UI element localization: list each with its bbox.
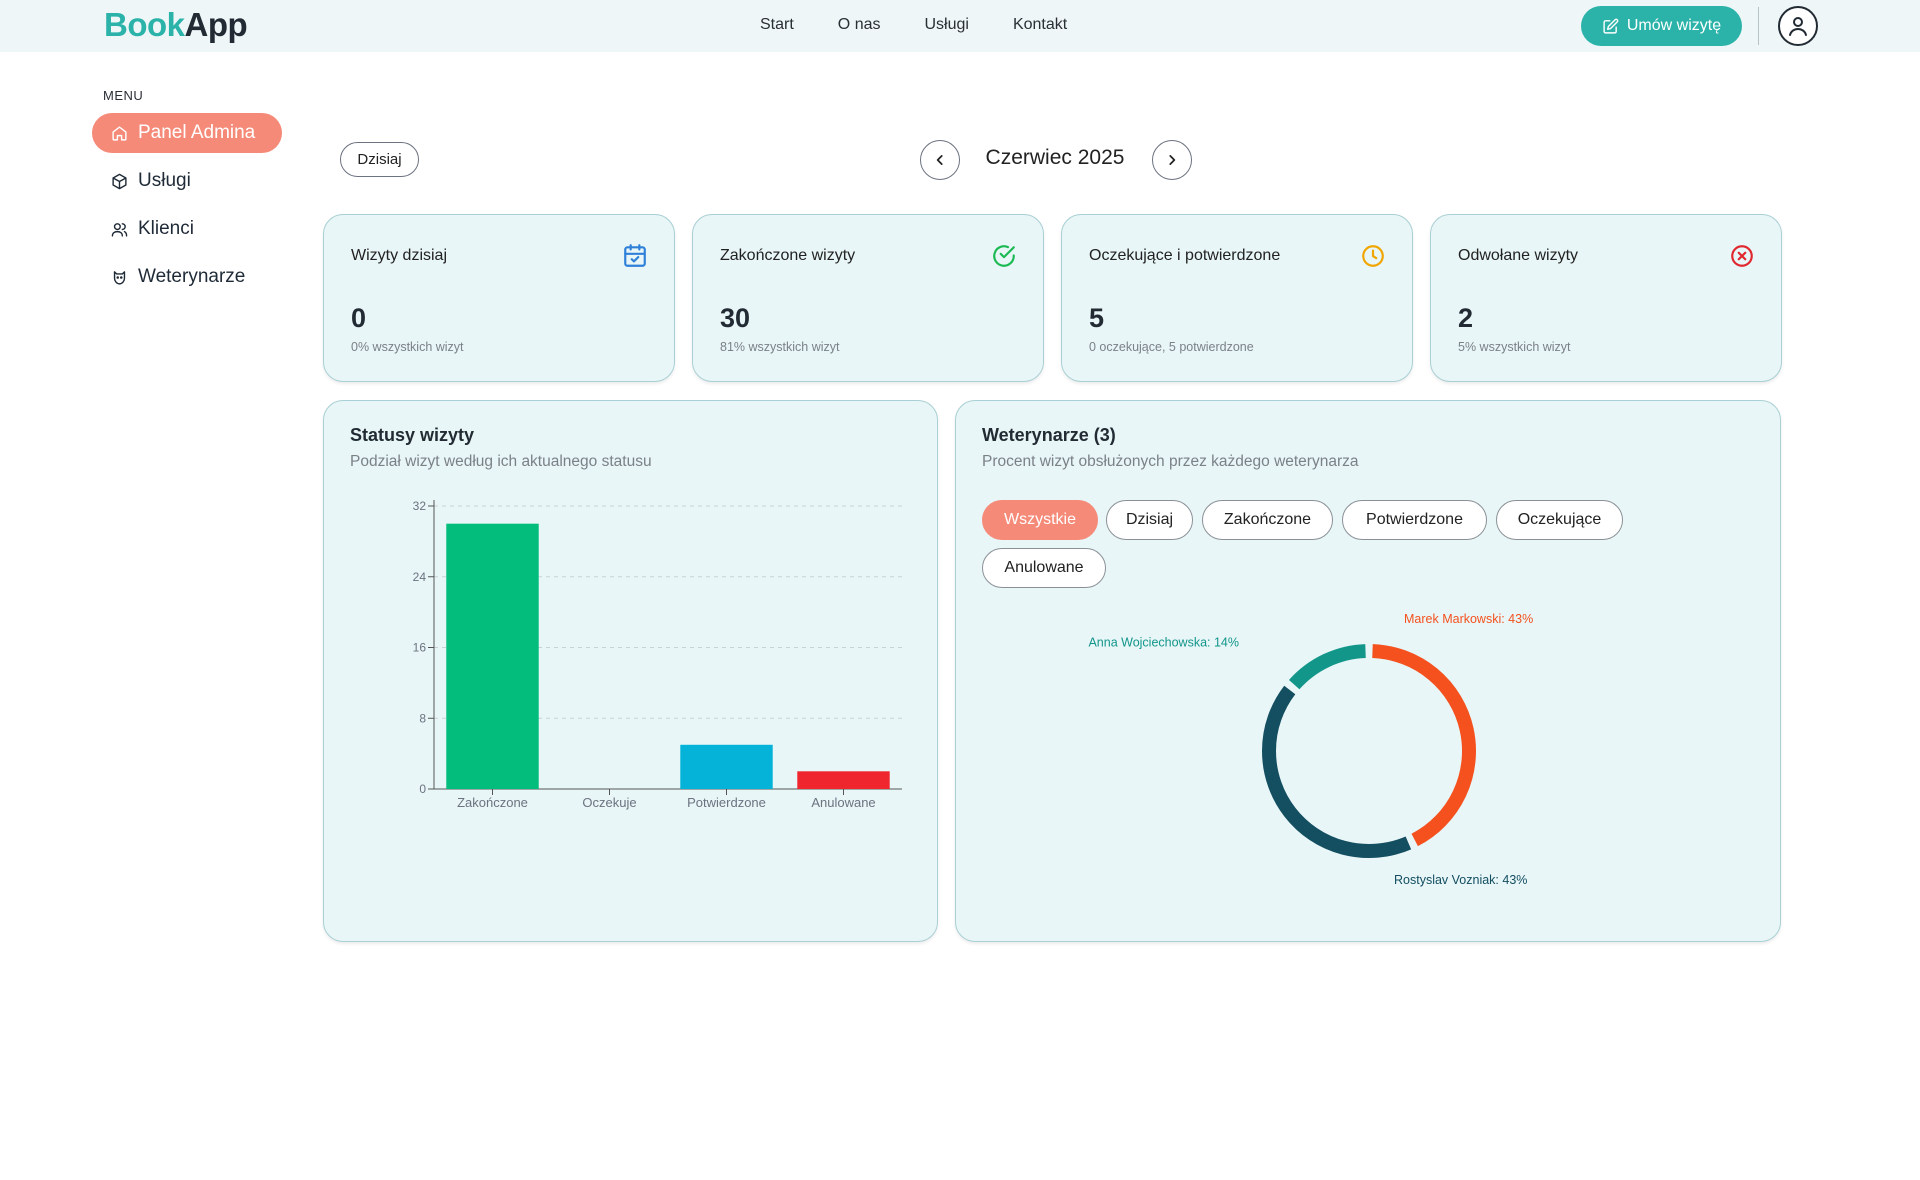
- book-appointment-label: Umów wizytę: [1626, 17, 1722, 34]
- stat-title: Zakończone wizyty: [720, 247, 856, 264]
- stat-value: 30: [720, 303, 751, 333]
- box-icon: [112, 173, 127, 189]
- status-panel-title: Statusy wizyty: [350, 425, 475, 445]
- sidebar-item-label: Klienci: [138, 218, 194, 239]
- sidebar-item-label: Weterynarze: [138, 266, 246, 287]
- stat-value: 5: [1089, 303, 1105, 333]
- stat-subtitle: 5% wszystkich wizyt: [1458, 340, 1571, 354]
- next-month-button[interactable]: [1152, 140, 1192, 180]
- users-icon: [111, 222, 128, 237]
- filter-today[interactable]: Dzisiaj: [1106, 500, 1193, 540]
- stat-subtitle: 0 oczekujące, 5 potwierdzone: [1089, 340, 1254, 354]
- stat-card-today: Wizyty dzisiaj 0 0% wszystkich wizyt: [323, 214, 675, 382]
- y-tick-label: 32: [413, 499, 427, 513]
- prev-month-button[interactable]: [920, 140, 960, 180]
- y-tick-label: 0: [419, 782, 426, 796]
- nav-o-nas[interactable]: O nas: [837, 16, 881, 33]
- pet-icon: [113, 270, 126, 285]
- sidebar-item-label: Panel Admina: [138, 122, 256, 143]
- bar[interactable]: [446, 523, 539, 789]
- vets-panel-title: Weterynarze (3): [982, 425, 1116, 445]
- chevron-right-icon: [1169, 155, 1176, 165]
- stat-title: Odwołane wizyty: [1458, 247, 1579, 264]
- filter-completed[interactable]: Zakończone: [1202, 500, 1333, 540]
- stat-subtitle: 0% wszystkich wizyt: [351, 340, 464, 354]
- x-circle-icon: [1731, 245, 1753, 267]
- stat-value: 0: [351, 303, 367, 333]
- edit-icon: [1603, 18, 1619, 34]
- donut-label: Marek Markowski: 43%: [1404, 612, 1533, 626]
- calendar-check-icon: [624, 244, 646, 267]
- x-tick-label: Oczekuje: [582, 795, 636, 810]
- nav-start[interactable]: Start: [760, 16, 794, 33]
- y-tick-label: 24: [413, 570, 427, 584]
- book-appointment-button[interactable]: Umów wizytę: [1581, 6, 1742, 46]
- filter-pending[interactable]: Oczekujące: [1496, 500, 1623, 540]
- menu-label: MENU: [103, 88, 144, 103]
- stat-subtitle: 81% wszystkich wizyt: [720, 340, 840, 354]
- y-tick-label: 8: [419, 711, 426, 725]
- bar[interactable]: [797, 771, 890, 789]
- check-circle-icon: [993, 245, 1015, 267]
- filter-confirmed[interactable]: Potwierdzone: [1342, 500, 1487, 540]
- status-panel: Statusy wizyty Podział wizyt według ich …: [323, 400, 938, 942]
- stat-card-completed: Zakończone wizyty 30 81% wszystkich wizy…: [692, 214, 1044, 382]
- vets-panel: Weterynarze (3) Procent wizyt obsłużonyc…: [955, 400, 1781, 942]
- vets-donut-chart: Marek Markowski: 43% Rostyslav Vozniak: 4…: [1088, 612, 1533, 887]
- current-month: Czerwiec 2025: [985, 146, 1125, 169]
- today-button[interactable]: Dzisiaj: [340, 142, 419, 177]
- home-icon: [112, 125, 127, 141]
- user-avatar[interactable]: [1778, 6, 1818, 46]
- sidebar-item-panel-admina[interactable]: Panel Admina: [92, 113, 282, 153]
- stat-value: 2: [1458, 303, 1474, 333]
- nav-uslugi[interactable]: Usługi: [924, 16, 969, 33]
- x-tick-label: Zakończone: [457, 795, 528, 810]
- y-tick-label: 16: [413, 641, 427, 655]
- header-divider: [1758, 7, 1759, 45]
- top-bar: BookApp Start O nas Usługi Kontakt Umów …: [0, 0, 1920, 52]
- sidebar-item-klienci[interactable]: Klienci: [92, 209, 282, 249]
- sidebar-item-weterynarze[interactable]: Weterynarze: [92, 257, 282, 297]
- user-icon: [1789, 17, 1807, 36]
- stat-title: Wizyty dzisiaj: [351, 247, 448, 264]
- chevron-left-icon: [936, 155, 943, 165]
- bar[interactable]: [680, 744, 773, 789]
- brand-logo[interactable]: BookApp: [104, 6, 248, 44]
- stat-title: Oczekujące i potwierdzone: [1089, 247, 1281, 264]
- filter-all[interactable]: Wszystkie: [982, 500, 1098, 540]
- main-nav: Start O nas Usługi Kontakt: [760, 16, 1067, 34]
- donut-label: Rostyslav Vozniak: 43%: [1394, 873, 1527, 887]
- filter-cancelled[interactable]: Anulowane: [982, 548, 1106, 588]
- donut-label: Anna Wojciechowska: 14%: [1088, 635, 1239, 649]
- clock-icon: [1362, 245, 1384, 267]
- vets-panel-subtitle: Procent wizyt obsłużonych przez każdego …: [982, 453, 1359, 470]
- brand-part-1: Book: [104, 6, 185, 43]
- brand-part-2: App: [184, 6, 248, 43]
- stat-card-pending: Oczekujące i potwierdzone 5 0 oczekujące…: [1061, 214, 1413, 382]
- donut-slice[interactable]: [1262, 685, 1412, 858]
- stat-card-cancelled: Odwołane wizyty 2 5% wszystkich wizyt: [1430, 214, 1782, 382]
- sidebar-item-label: Usługi: [138, 170, 191, 191]
- x-tick-label: Potwierdzone: [687, 795, 766, 810]
- status-bar-chart: 0 8 16 24 32 Zakończone Oczekuje Potwierdzone An…: [413, 499, 902, 810]
- donut-slice[interactable]: [1372, 644, 1476, 847]
- sidebar-item-uslugi[interactable]: Usługi: [92, 161, 282, 201]
- x-tick-label: Anulowane: [811, 795, 875, 810]
- nav-kontakt[interactable]: Kontakt: [1012, 16, 1068, 33]
- status-panel-subtitle: Podział wizyt według ich aktualnego stat…: [350, 453, 652, 470]
- donut-slice[interactable]: [1288, 644, 1366, 690]
